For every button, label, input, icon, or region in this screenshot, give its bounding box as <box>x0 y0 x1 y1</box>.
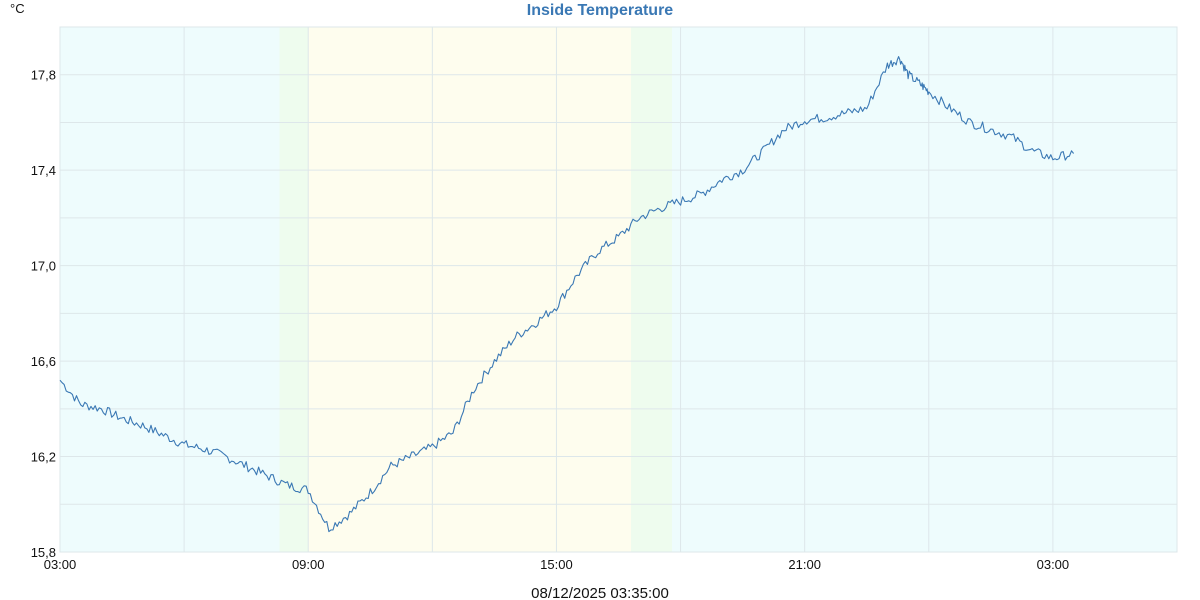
footer-timestamp: 08/12/2025 03:35:00 <box>531 585 669 600</box>
grid-lines <box>59 26 1178 553</box>
plot-border <box>59 26 1178 553</box>
y-tick-label: 17,8 <box>31 68 56 83</box>
y-axis-ticks: 15,8 16,2 16,6 17,0 17,4 17,8 <box>31 68 56 560</box>
y-tick-label: 15,8 <box>31 545 56 560</box>
x-tick-label: 15:00 <box>540 557 573 572</box>
x-tick-label: 03:00 <box>44 557 77 572</box>
series-line-inside-temperature <box>59 56 1075 533</box>
plot-background <box>60 27 1177 552</box>
x-tick-label: 21:00 <box>788 557 821 572</box>
x-axis-ticks: 03:00 09:00 15:00 21:00 03:00 <box>44 557 1069 572</box>
y-axis-unit: °C <box>10 1 25 16</box>
x-tick-label: 03:00 <box>1037 557 1070 572</box>
x-tick-label: 09:00 <box>292 557 325 572</box>
y-tick-label: 16,2 <box>31 450 56 465</box>
chart-title: Inside Temperature <box>527 2 674 19</box>
y-tick-label: 16,6 <box>31 354 56 369</box>
y-tick-label: 17,4 <box>31 163 56 178</box>
y-tick-label: 17,0 <box>31 259 56 274</box>
